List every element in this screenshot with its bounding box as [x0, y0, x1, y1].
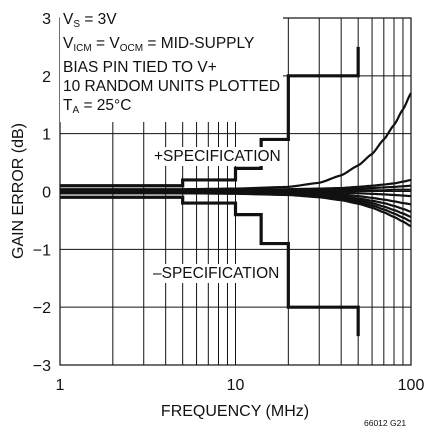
y-tick-label-5: −2: [33, 300, 51, 317]
y-tick-label-4: −1: [33, 242, 51, 259]
x-tick-label-1: 10: [227, 377, 245, 394]
condition-line-units: 10 RANDOM UNITS PLOTTED: [63, 78, 281, 95]
spec-limit-lower: [60, 195, 360, 337]
x-tick-label-2: 100: [398, 377, 424, 394]
spec-limit-upper: [60, 46, 360, 188]
x-tick-label-0: 1: [56, 377, 65, 394]
condition-line-bias: BIAS PIN TIED TO V+: [63, 59, 217, 76]
unit-curves: [60, 92, 412, 228]
condition-line-temperature: TA = 25°C: [63, 97, 132, 116]
minus-specification-label: –SPECIFICATION: [150, 264, 283, 283]
condition-line-supply: VS = 3V: [63, 11, 117, 30]
y-tick-label-6: −3: [33, 358, 51, 375]
y-tick-label-1: 2: [42, 69, 51, 86]
specification-limits: [60, 46, 360, 337]
unit-curve-10: [60, 192, 412, 228]
plus-specification-label: +SPECIFICATION: [151, 147, 284, 166]
x-axis-label: FREQUENCY (MHz): [161, 403, 309, 420]
y-tick-label-3: 0: [42, 185, 51, 202]
y-tick-label-0: 3: [42, 11, 51, 28]
y-tick-label-2: 1: [42, 127, 51, 144]
conditions-annotation: VS = 3V VICM = VOCM = MID-SUPPLY BIAS PI…: [60, 9, 284, 122]
condition-line-common-mode: VICM = VOCM = MID-SUPPLY: [63, 35, 255, 54]
y-axis-label: GAIN ERROR (dB): [10, 123, 27, 259]
figure-id: 66012 G21: [364, 418, 407, 428]
